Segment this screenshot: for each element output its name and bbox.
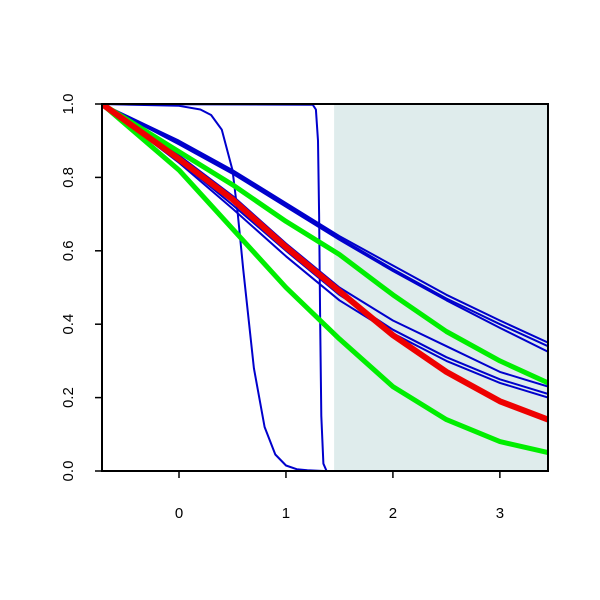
x-tick-label: 1 (282, 505, 290, 522)
series-line-1 (102, 104, 548, 344)
shaded-region-layer (334, 104, 548, 471)
x-tick-label: 0 (175, 505, 183, 522)
series-layer (102, 104, 548, 471)
y-tick-label: 1.0 (60, 94, 77, 115)
series-line-9 (102, 104, 548, 386)
shaded-region (334, 104, 548, 471)
y-tick-label: 0.2 (60, 387, 77, 408)
y-tick-label: 0.6 (60, 240, 77, 261)
x-tick-label: 3 (496, 505, 504, 522)
series-line-6 (102, 104, 548, 399)
y-tick-label: 0.4 (60, 314, 77, 335)
series-line-2 (102, 104, 548, 348)
axis-layer: 0 1 2 3 0.0 0.2 0.4 0.6 0.8 1.0 (60, 94, 549, 522)
y-tick-label: 0.8 (60, 167, 77, 188)
plot-frame (101, 103, 549, 472)
series-line-7 (102, 104, 548, 471)
series-line-10 (102, 104, 548, 456)
series-line-3 (102, 104, 548, 353)
series-line-8 (102, 104, 548, 471)
y-tick-label: 0.0 (60, 461, 77, 482)
series-line-11 (102, 104, 548, 423)
x-tick-label: 2 (389, 505, 397, 522)
